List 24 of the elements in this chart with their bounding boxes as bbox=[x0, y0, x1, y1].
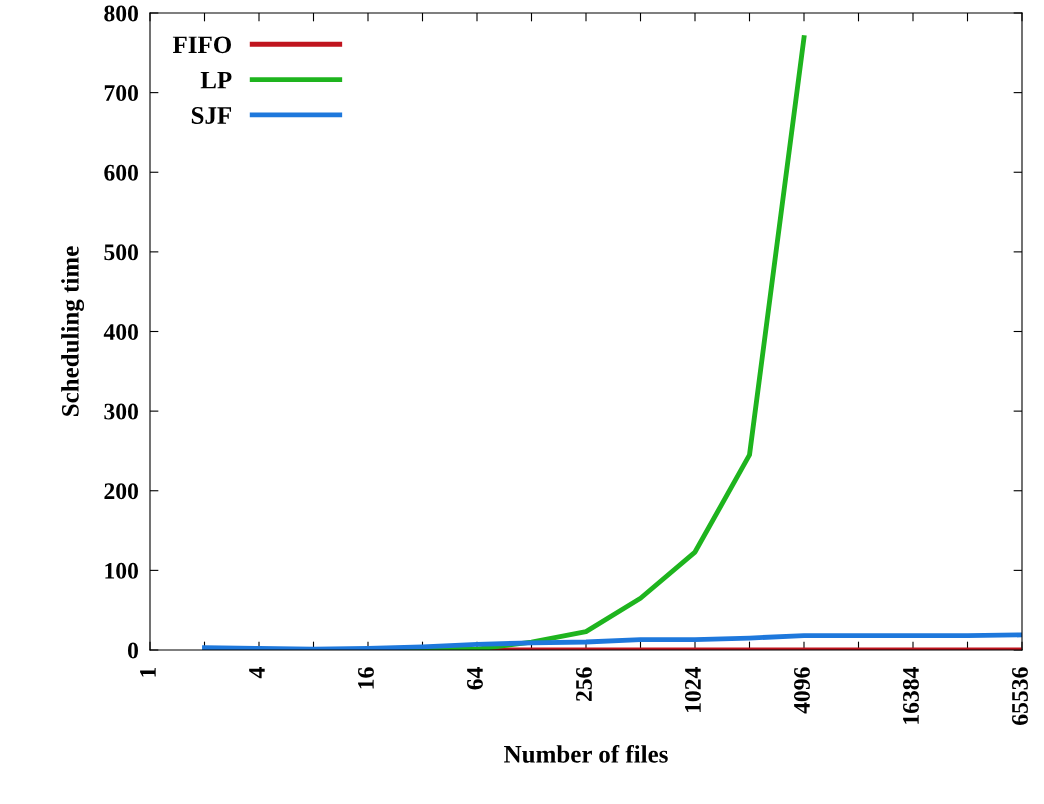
y-tick-label: 300 bbox=[104, 403, 138, 420]
legend-label: SJF bbox=[191, 107, 232, 124]
y-tick-label: 0 bbox=[127, 642, 138, 659]
x-axis-title: Number of files bbox=[504, 744, 668, 763]
y-tick-label: 400 bbox=[103, 323, 138, 340]
x-tick-label: 65536 bbox=[1012, 667, 1028, 725]
y-tick-label: 100 bbox=[105, 562, 138, 579]
y-tick-label: 200 bbox=[104, 483, 138, 500]
x-tick-label: 16 bbox=[358, 667, 374, 689]
y-tick-label: 500 bbox=[104, 244, 138, 261]
x-tick-label: 1024 bbox=[684, 667, 701, 712]
legend-label: FIFO bbox=[172, 36, 231, 54]
x-tick-label: 4 bbox=[249, 667, 265, 679]
y-tick-label: 600 bbox=[104, 164, 138, 181]
x-tick-label: 256 bbox=[576, 667, 592, 702]
legend-label: LP bbox=[200, 71, 232, 89]
x-tick-label: 4096 bbox=[793, 667, 810, 714]
y-axis-title: Scheduling time bbox=[61, 246, 85, 416]
x-tick-label: 64 bbox=[467, 667, 483, 690]
x-tick-label: 16384 bbox=[902, 667, 919, 724]
x-tick-label: 1 bbox=[140, 667, 156, 677]
line-series bbox=[202, 632, 1022, 650]
y-tick-label: 700 bbox=[104, 85, 138, 102]
y-tick-label: 800 bbox=[104, 5, 138, 22]
